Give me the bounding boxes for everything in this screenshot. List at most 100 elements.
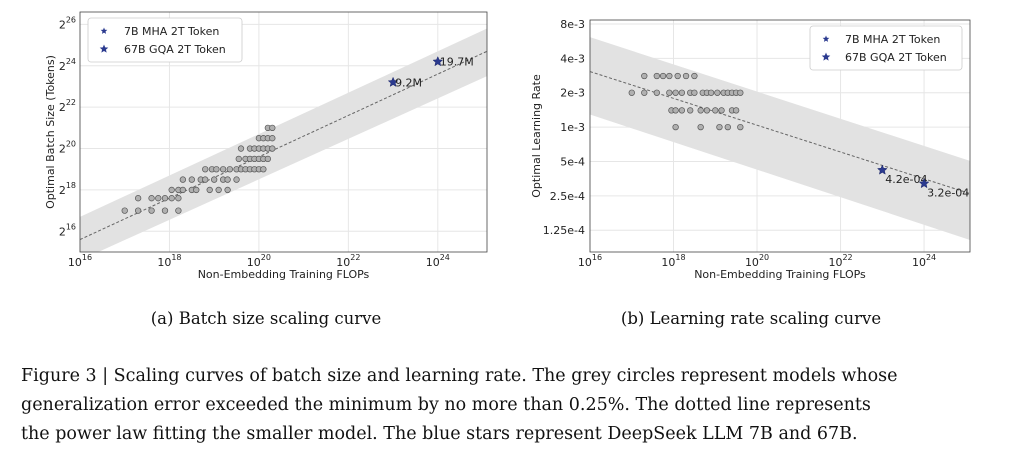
- plot-frame: [79, 11, 488, 253]
- data-point-circle: [707, 89, 715, 96]
- x-tick-label: 1022: [336, 253, 360, 269]
- data-point-circle: [233, 176, 240, 183]
- legend-box: [87, 17, 243, 63]
- x-tick-label: 1018: [661, 253, 685, 269]
- data-point-circle: [206, 186, 213, 194]
- data-point-circle: [121, 207, 128, 214]
- star-marker-67b: [918, 177, 930, 189]
- x-tick-label: 1020: [247, 253, 271, 269]
- data-point-circle: [202, 166, 209, 173]
- x-tick-label: 1024: [912, 253, 936, 269]
- data-point-circle: [733, 107, 740, 114]
- data-point-circle: [211, 176, 218, 183]
- legend-star-icon: [100, 27, 108, 34]
- data-point-circle: [724, 123, 731, 131]
- data-point-circle: [237, 145, 245, 152]
- figure-caption-line-3: the power law fitting the smaller model.…: [21, 424, 858, 444]
- data-point-circle: [666, 72, 673, 80]
- data-point-circle: [678, 107, 686, 114]
- data-point-circle: [714, 89, 721, 96]
- data-point-circle: [659, 72, 667, 80]
- legend: 7B MHA 2T Token 67B GQA 2T Token: [809, 25, 963, 71]
- data-point-circle: [168, 186, 175, 194]
- subcaption-b: (b) Learning rate scaling curve: [621, 309, 881, 328]
- data-point-circle: [148, 207, 155, 214]
- data-point-circle: [134, 207, 142, 214]
- confidence-band: [80, 28, 487, 252]
- legend: 7B MHA 2T Token 67B GQA 2T Token: [87, 17, 243, 63]
- data-point-circle: [682, 72, 690, 80]
- x-tick-label: 1016: [578, 253, 602, 269]
- y-tick-label: 224: [59, 57, 76, 73]
- figure-caption-line-2: generalization error exceeded the minimu…: [21, 395, 871, 415]
- subcaption-a: (a) Batch size scaling curve: [151, 309, 381, 328]
- data-point-circle: [712, 107, 719, 114]
- y-tick-label: 226: [59, 15, 76, 31]
- data-point-circle: [219, 166, 227, 173]
- data-point-circle: [697, 123, 704, 131]
- data-point-circle: [161, 207, 169, 214]
- legend-star-icon: [99, 44, 109, 53]
- y-tick-label: 8e-3: [560, 18, 585, 31]
- legend-box: [809, 25, 963, 71]
- y-tick-label: 1.25e-4: [543, 224, 585, 237]
- data-point-circle: [202, 176, 209, 183]
- data-point-circle: [653, 72, 660, 80]
- power-law-fit-line: [590, 71, 970, 195]
- data-point-circle: [697, 107, 704, 114]
- data-point-circle: [193, 186, 200, 194]
- star-marker-7b: [387, 76, 399, 87]
- x-tick-label: 1024: [426, 253, 450, 269]
- chart-learning-rate: 4.2e-043.2e-04 1016 1018 1020 1022 1024 1.25e-…: [530, 18, 971, 281]
- data-point-circle: [168, 195, 175, 202]
- star-marker-67b: [432, 56, 444, 67]
- y-tick-label: 222: [59, 98, 76, 114]
- y-axis-label: Optimal Learning Rate: [530, 74, 543, 198]
- data-point-circle: [179, 186, 187, 194]
- x-tick-label: 1022: [828, 253, 852, 269]
- data-point-circle: [641, 72, 648, 80]
- data-point-circle: [264, 155, 271, 163]
- star-label-7b: 9.2M: [395, 76, 422, 89]
- x-tick-label: 1018: [157, 253, 181, 269]
- data-point-circle: [269, 135, 276, 142]
- figure-caption-line-1: Figure 3 | Scaling curves of batch size …: [21, 366, 897, 386]
- data-point-circle: [269, 124, 276, 132]
- legend-star-icon: [822, 35, 830, 42]
- y-tick-label: 220: [59, 140, 76, 156]
- data-point-circle: [628, 89, 635, 96]
- data-point-circle: [737, 123, 744, 131]
- x-tick-label: 1016: [68, 253, 92, 269]
- y-tick-label: 218: [59, 181, 76, 197]
- y-tick-label: 5e-4: [560, 155, 585, 168]
- data-point-circle: [224, 176, 231, 183]
- star-marker-7b: [876, 164, 888, 175]
- star-label-67b: 3.2e-04: [927, 187, 969, 200]
- data-point-circle: [235, 155, 242, 163]
- y-tick-label: 2.5e-4: [550, 190, 585, 203]
- data-point-circle: [678, 89, 686, 96]
- data-point-circle: [213, 166, 220, 173]
- y-tick-label: 216: [59, 222, 76, 238]
- data-point-circle: [188, 176, 195, 183]
- x-tick-label: 1020: [745, 253, 769, 269]
- legend-entry: 7B MHA 2T Token: [845, 33, 940, 46]
- legend-star-icon: [821, 52, 831, 61]
- data-point-circle: [215, 186, 222, 194]
- y-tick-label: 4e-3: [560, 52, 585, 65]
- data-point-circle: [260, 166, 267, 173]
- x-axis-label: Non-Embedding Training FLOPs: [694, 268, 866, 281]
- data-point-circle: [691, 89, 698, 96]
- data-point-circle: [716, 123, 723, 131]
- data-point-circle: [226, 166, 233, 173]
- star-label-7b: 4.2e-04: [885, 173, 927, 186]
- data-point-circle: [224, 186, 231, 194]
- data-point-circle: [672, 89, 679, 96]
- data-point-circle: [672, 123, 679, 131]
- y-tick-label: 1e-3: [560, 121, 585, 134]
- legend-entry: 67B GQA 2T Token: [845, 51, 947, 64]
- data-point-circle: [703, 107, 711, 114]
- data-point-circle: [691, 72, 698, 80]
- star-label-67b: 19.7M: [440, 56, 474, 69]
